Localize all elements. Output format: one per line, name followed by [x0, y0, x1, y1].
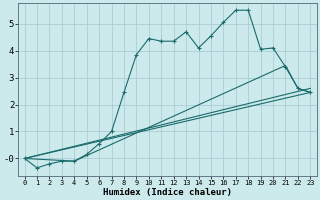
X-axis label: Humidex (Indice chaleur): Humidex (Indice chaleur) [103, 188, 232, 197]
